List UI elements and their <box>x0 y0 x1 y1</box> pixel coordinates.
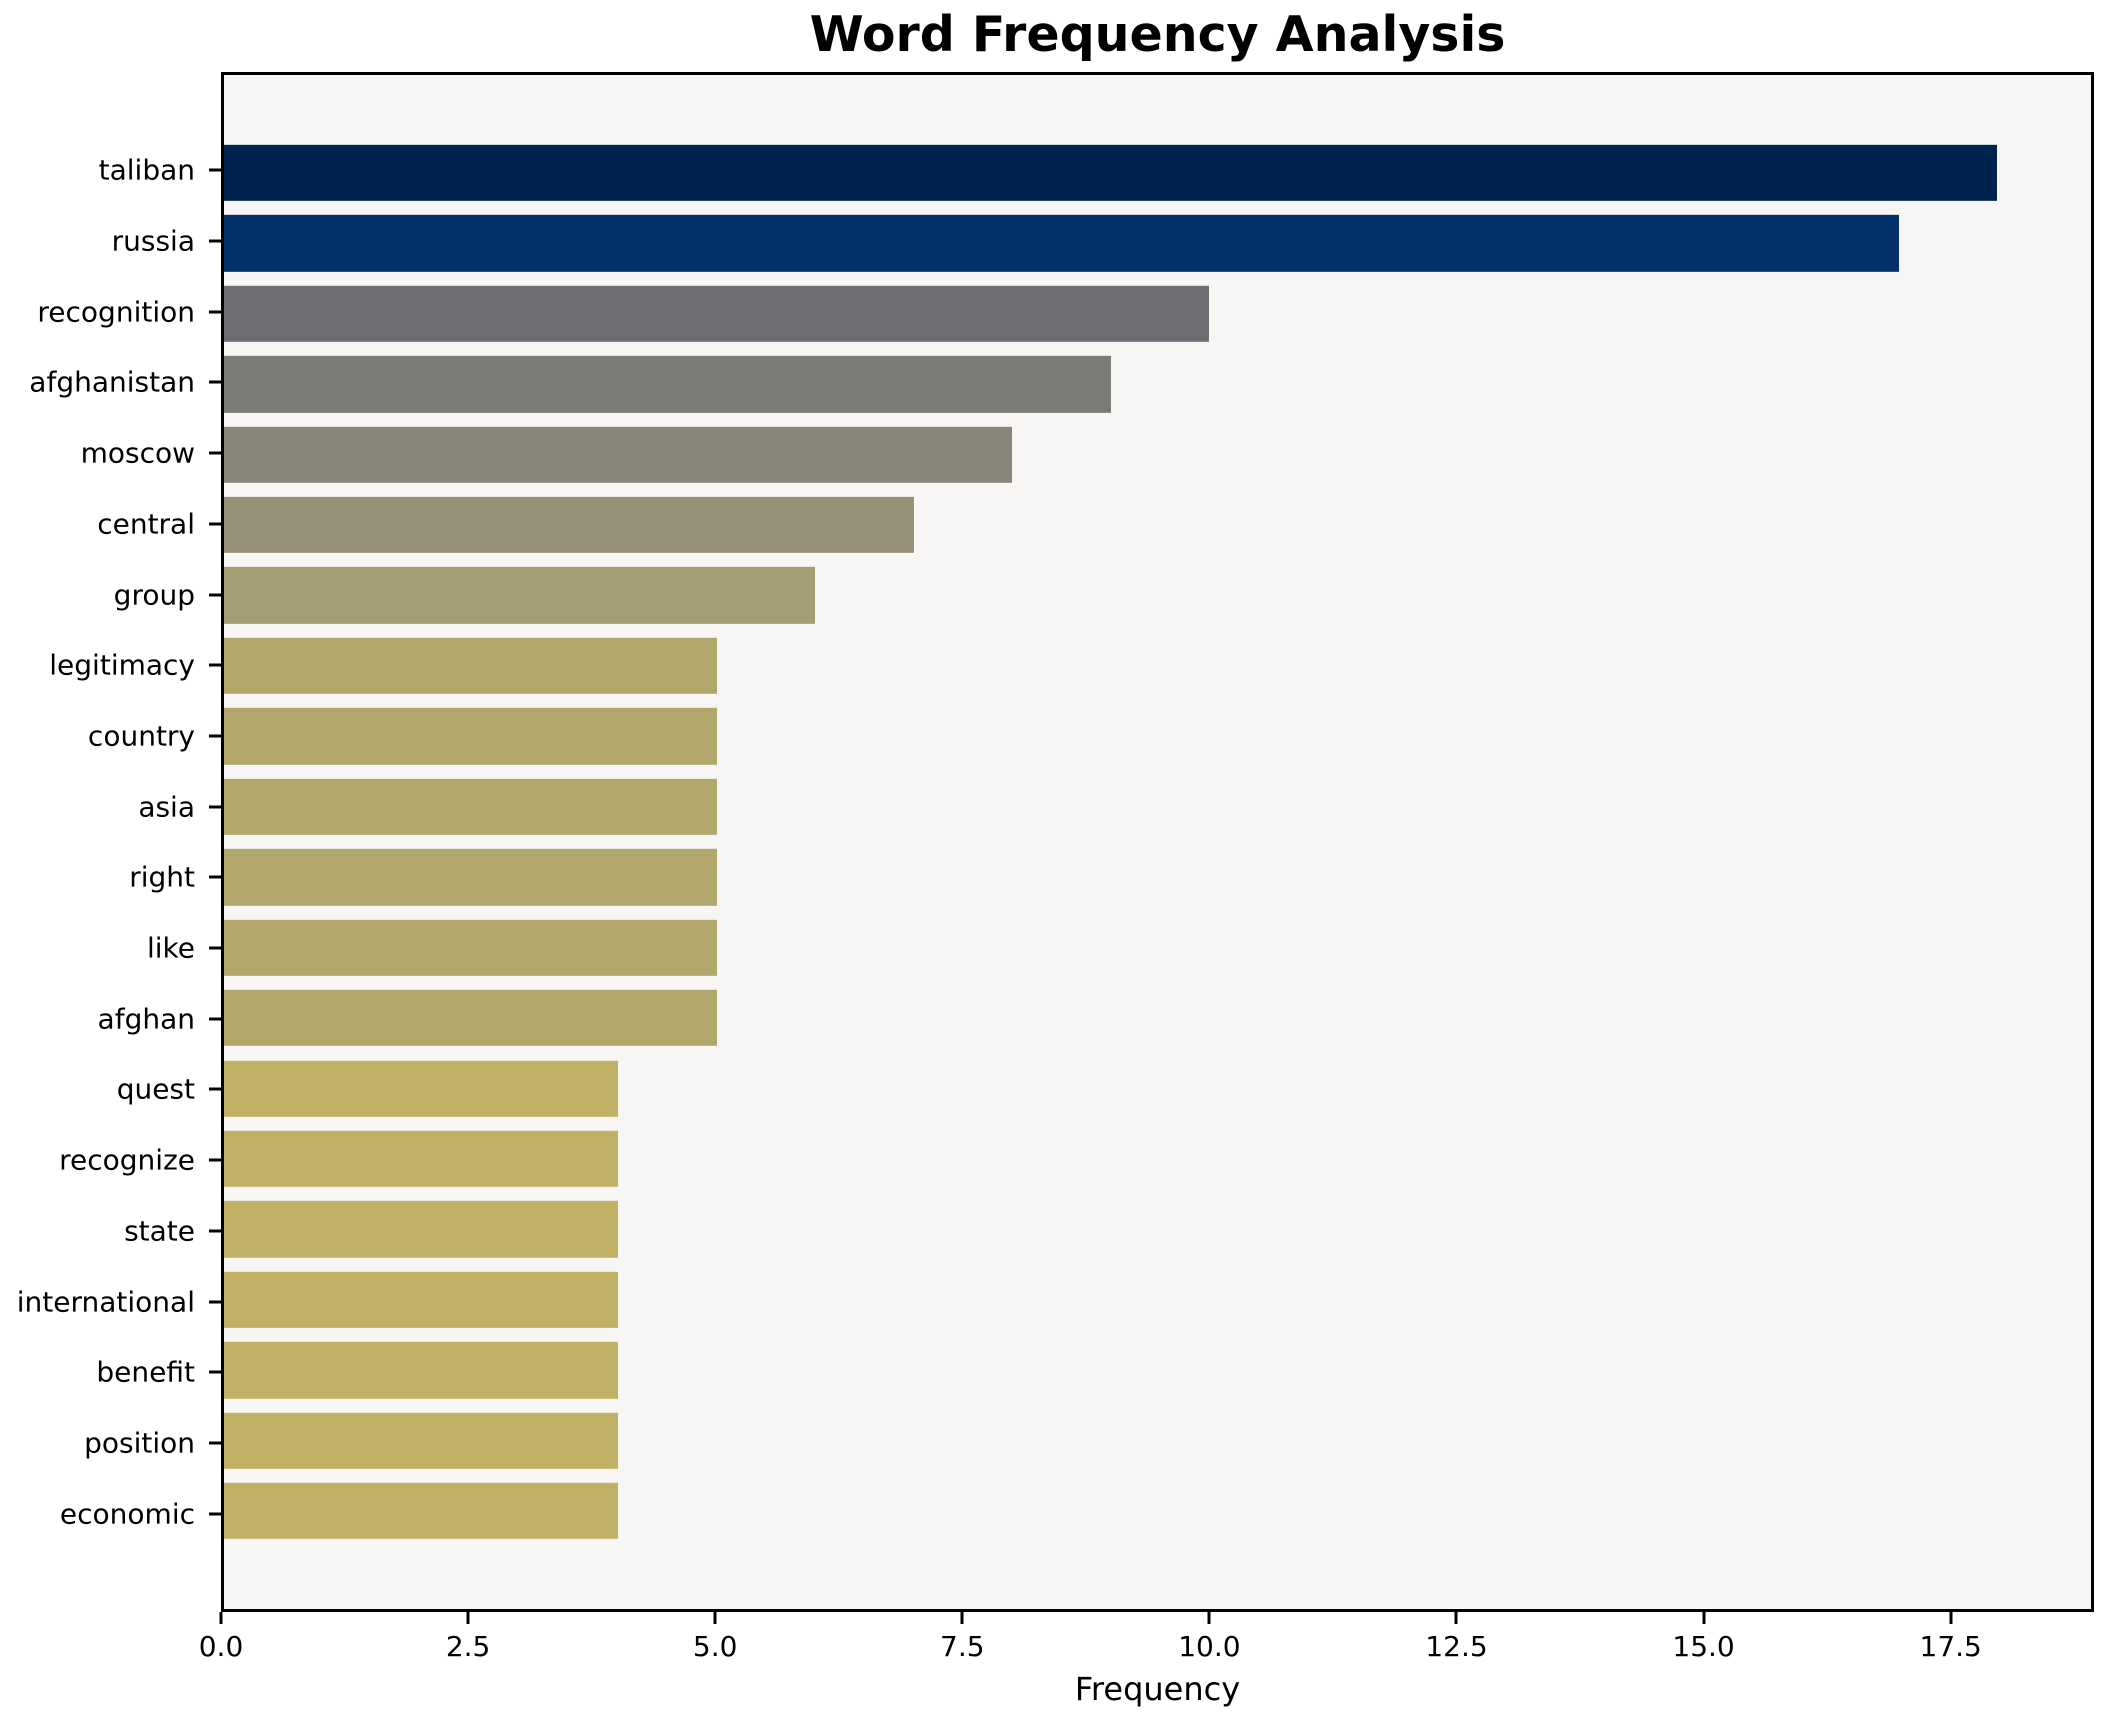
y-axis: taliban russia recognition afghanistan mosco… <box>0 72 221 1612</box>
y-tick <box>209 168 221 172</box>
bar-group <box>224 567 816 624</box>
y-tick-label: group <box>113 578 195 612</box>
x-axis-label: Frequency <box>1074 1670 1241 1708</box>
bar-taliban <box>224 144 1998 202</box>
x-tick <box>1454 1612 1458 1624</box>
bar-international <box>224 1271 619 1328</box>
y-tick <box>209 1229 221 1233</box>
y-tick <box>209 805 221 809</box>
x-axis: Frequency 0.0 2.5 5.0 7.5 10.0 12.5 15.0 17.5 <box>199 1612 2094 1722</box>
y-tick <box>209 734 221 738</box>
x-tick-label: 10.0 <box>1178 1630 1241 1663</box>
plot-area <box>221 72 2094 1612</box>
x-tick-label: 15.0 <box>1672 1630 1735 1663</box>
x-tick-label: 0.0 <box>198 1630 244 1663</box>
y-tick-label: state <box>124 1214 195 1248</box>
x-tick-label: 2.5 <box>445 1630 491 1663</box>
bars-container <box>224 75 2091 1609</box>
y-tick <box>209 1512 221 1516</box>
y-tick <box>209 1441 221 1445</box>
bar-recognition <box>224 285 1210 342</box>
y-tick <box>209 663 221 667</box>
bar-afghan <box>224 989 717 1047</box>
y-tick-label: russia <box>111 224 195 258</box>
y-tick <box>209 1158 221 1162</box>
y-tick-label: recognize <box>59 1143 195 1177</box>
y-tick-label: taliban <box>98 153 195 187</box>
y-tick-label: recognition <box>37 295 195 329</box>
chart-title: Word Frequency Analysis <box>809 6 1506 63</box>
y-tick-label: benefit <box>96 1355 195 1389</box>
x-tick-label: 17.5 <box>1919 1630 1982 1663</box>
bar-like <box>224 919 717 976</box>
y-tick <box>209 522 221 526</box>
y-tick <box>209 1017 221 1021</box>
bar-legitimacy <box>224 637 717 695</box>
x-tick-label: 12.5 <box>1425 1630 1488 1663</box>
bar-benefit <box>224 1342 619 1399</box>
y-tick-label: moscow <box>80 436 195 470</box>
x-tick <box>466 1612 470 1624</box>
y-tick-label: asia <box>138 790 195 824</box>
y-tick <box>209 310 221 314</box>
x-tick-label: 5.0 <box>692 1630 738 1663</box>
x-tick <box>1949 1612 1953 1624</box>
y-tick-label: central <box>97 507 195 541</box>
y-tick-label: right <box>129 860 195 894</box>
y-tick-label: international <box>16 1285 195 1319</box>
y-tick-label: country <box>87 719 195 753</box>
y-tick-label: quest <box>116 1072 195 1106</box>
bar-right <box>224 849 717 906</box>
y-tick-label: position <box>84 1426 195 1460</box>
y-tick <box>209 593 221 597</box>
bar-moscow <box>224 426 1013 483</box>
x-tick <box>1702 1612 1706 1624</box>
y-tick <box>209 380 221 384</box>
bar-recognize <box>224 1130 619 1188</box>
bar-russia <box>224 215 1899 272</box>
y-tick-label: like <box>146 931 195 965</box>
x-tick <box>1207 1612 1211 1624</box>
bar-country <box>224 708 717 765</box>
bar-asia <box>224 778 717 835</box>
y-tick-label: legitimacy <box>49 648 195 682</box>
y-tick <box>209 239 221 243</box>
bar-afghanistan <box>224 356 1111 413</box>
y-tick <box>209 946 221 950</box>
bar-central <box>224 496 914 554</box>
bar-state <box>224 1201 619 1258</box>
y-tick <box>209 1370 221 1374</box>
y-tick-label: afghanistan <box>29 365 195 399</box>
x-tick <box>219 1612 223 1624</box>
y-tick <box>209 1087 221 1091</box>
y-tick <box>209 1300 221 1304</box>
x-tick-label: 7.5 <box>940 1630 985 1663</box>
y-tick-label: afghan <box>97 1002 195 1036</box>
bar-position <box>224 1412 619 1469</box>
y-tick-label: economic <box>59 1497 195 1531</box>
x-tick <box>713 1612 717 1624</box>
x-tick <box>960 1612 964 1624</box>
bar-economic <box>224 1482 619 1540</box>
bar-quest <box>224 1060 619 1117</box>
y-tick <box>209 875 221 879</box>
y-tick <box>209 451 221 455</box>
